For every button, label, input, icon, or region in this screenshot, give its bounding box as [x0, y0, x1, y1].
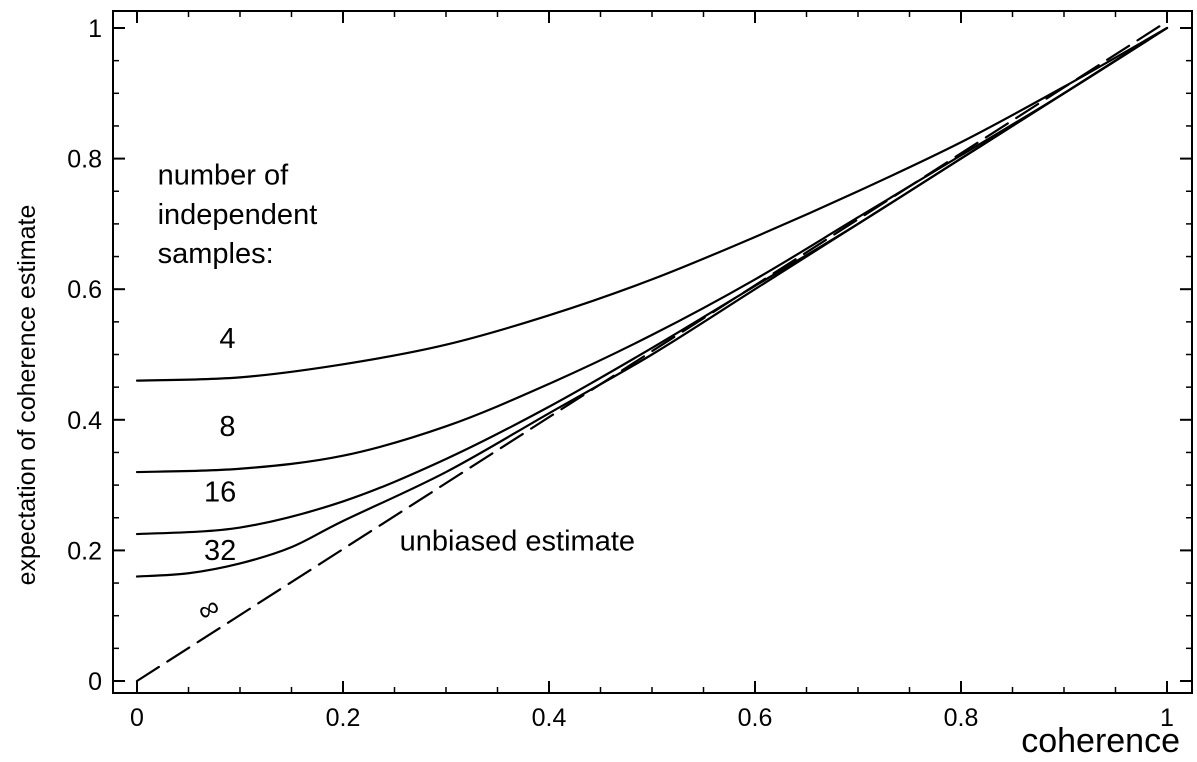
y-tick-label: 0	[88, 668, 102, 696]
series-line-infinity	[135, 20, 1169, 683]
series-label-16: 16	[204, 476, 236, 508]
y-tick-label: 0.4	[67, 407, 102, 435]
series-lines	[135, 20, 1169, 683]
series-label-4: 4	[219, 323, 235, 355]
annotations: number of independent samples: unbiased est…	[158, 160, 635, 558]
series-label-infinity: ∞	[192, 590, 225, 628]
series-label-32: 32	[204, 535, 236, 567]
y-tick-label: 1	[88, 15, 102, 43]
series-line-4	[135, 26, 1169, 382]
x-tick-label: 0.2	[326, 704, 361, 732]
series-labels: 4 8 16 32 ∞	[192, 323, 236, 628]
series-label-8: 8	[219, 411, 235, 443]
x-tick-label: 1	[1160, 704, 1174, 732]
annotation-unbiased-estimate: unbiased estimate	[400, 525, 635, 557]
y-tick-labels: 0 0.2 0.4 0.6 0.8 1	[67, 15, 102, 696]
x-tick-label: 0.8	[944, 704, 979, 732]
annotation-number-of: number of	[158, 160, 290, 192]
y-tick-label: 0.6	[67, 276, 102, 304]
series-line-16	[135, 26, 1169, 536]
x-tick-label: 0.6	[738, 704, 773, 732]
annotation-independent: independent	[158, 199, 318, 231]
y-tick-label: 0.8	[67, 146, 102, 174]
annotation-samples: samples:	[158, 238, 274, 270]
series-line-8	[135, 26, 1169, 474]
x-tick-label: 0	[130, 704, 144, 732]
series-line-32	[135, 26, 1169, 578]
axis-ticks	[113, 11, 1192, 693]
y-axis-label: expectation of coherence estimate	[13, 205, 41, 586]
x-tick-labels: 0 0.2 0.4 0.6 0.8 1	[130, 704, 1174, 732]
x-tick-label: 0.4	[532, 704, 567, 732]
y-tick-label: 0.2	[67, 537, 102, 565]
x-axis-label: coherence	[1021, 722, 1180, 760]
